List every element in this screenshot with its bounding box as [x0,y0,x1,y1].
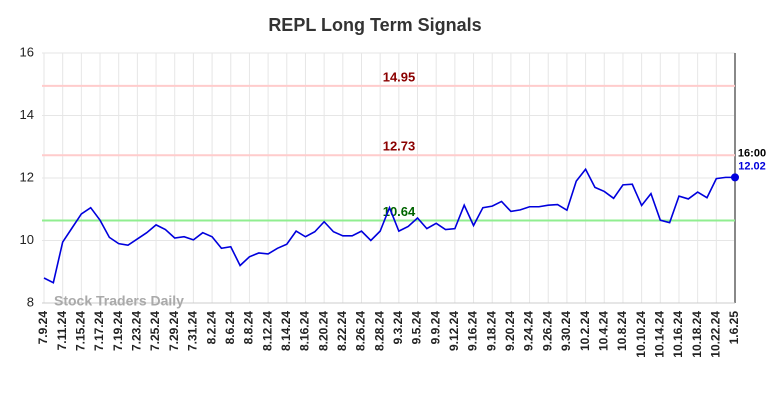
y-tick-label: 12 [20,169,34,184]
x-tick-label: 10.4.24 [596,311,610,351]
x-tick-label: 10.8.24 [615,311,629,351]
signal-label: 12.73 [383,139,416,154]
x-tick-label: 8.28.24 [372,311,386,351]
last-time: 16:00 [738,147,766,159]
x-tick-label: 9.24.24 [522,311,536,351]
x-tick-label: 8.26.24 [354,311,368,351]
x-tick-label: 9.18.24 [484,311,498,351]
x-tick-label: 7.31.24 [186,311,200,351]
y-tick-label: 16 [20,44,34,59]
x-tick-label: 8.16.24 [298,311,312,351]
x-tick-label: 8.6.24 [223,311,237,345]
watermark: Stock Traders Daily [54,293,184,309]
x-tick-label: 8.12.24 [260,311,274,351]
last-value: 12.02 [738,160,766,172]
x-tick-label: 8.8.24 [242,311,256,345]
signal-label: 14.95 [383,69,416,84]
signal-label: 10.64 [383,204,416,219]
x-tick-label: 8.22.24 [335,311,349,351]
x-tick-label: 7.29.24 [167,311,181,351]
x-tick-label: 10.2.24 [578,311,592,351]
x-tick-label: 10.22.24 [708,311,722,358]
x-tick-label: 9.16.24 [466,311,480,351]
x-tick-label: 9.30.24 [559,311,573,351]
x-tick-label: 7.23.24 [130,311,144,351]
x-tick-label: 7.25.24 [148,311,162,351]
x-tick-label: 8.20.24 [316,311,330,351]
price-line [43,167,735,284]
x-tick-label: 7.17.24 [92,311,106,351]
y-tick-label: 10 [20,232,34,247]
y-tick-label: 8 [27,294,34,309]
y-tick-label: 14 [20,107,34,122]
x-tick-label: 7.15.24 [74,311,88,351]
x-tick-label: 10.18.24 [690,311,704,358]
x-tick-label: 1.6.25 [727,311,741,345]
x-tick-label: 9.26.24 [540,311,554,351]
x-tick-label: 10.10.24 [634,311,648,358]
x-tick-label: 10.16.24 [671,311,685,358]
x-tick-label: 8.2.24 [204,311,218,345]
x-tick-label: 7.9.24 [36,311,50,345]
x-tick-label: 9.9.24 [428,311,442,345]
x-tick-label: 7.11.24 [55,311,69,351]
x-tick-label: 9.20.24 [503,311,517,351]
x-tick-label: 7.19.24 [111,311,125,351]
chart-title: REPL Long Term Signals [268,15,481,35]
x-tick-label: 8.14.24 [279,311,293,351]
x-tick-label: 9.3.24 [391,311,405,345]
last-point [731,173,739,182]
x-tick-label: 9.5.24 [410,311,424,345]
x-tick-label: 10.14.24 [652,311,666,358]
x-tick-label: 9.12.24 [447,311,461,351]
